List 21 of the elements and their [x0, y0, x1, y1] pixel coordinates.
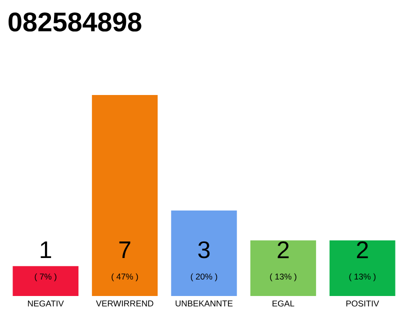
bar	[12, 266, 78, 296]
data-label: ( 13% )	[270, 273, 296, 282]
x-tick-label: VERWIRREND	[96, 300, 154, 306]
bar	[250, 240, 316, 296]
chart-title: 082584898	[8, 12, 142, 32]
data-label: ( 7% )	[34, 273, 56, 282]
annotation: 3	[198, 241, 210, 258]
x-tick-label: UNBEKANNTE	[176, 300, 233, 306]
bar	[171, 210, 237, 296]
annotation: 7	[119, 242, 130, 258]
x-tick-label: POSITIV	[346, 300, 380, 307]
annotation: 1	[40, 242, 52, 258]
data-label: ( 13% )	[349, 273, 376, 282]
bar	[92, 95, 158, 296]
data-label: ( 47% )	[112, 273, 138, 282]
data-label: ( 20% )	[190, 273, 218, 282]
bar	[330, 240, 396, 296]
annotation: 2	[278, 241, 289, 258]
x-tick-label: EGAL	[272, 300, 294, 307]
annotation: 2	[356, 241, 368, 258]
x-tick-label: NEGATIV	[28, 300, 64, 307]
